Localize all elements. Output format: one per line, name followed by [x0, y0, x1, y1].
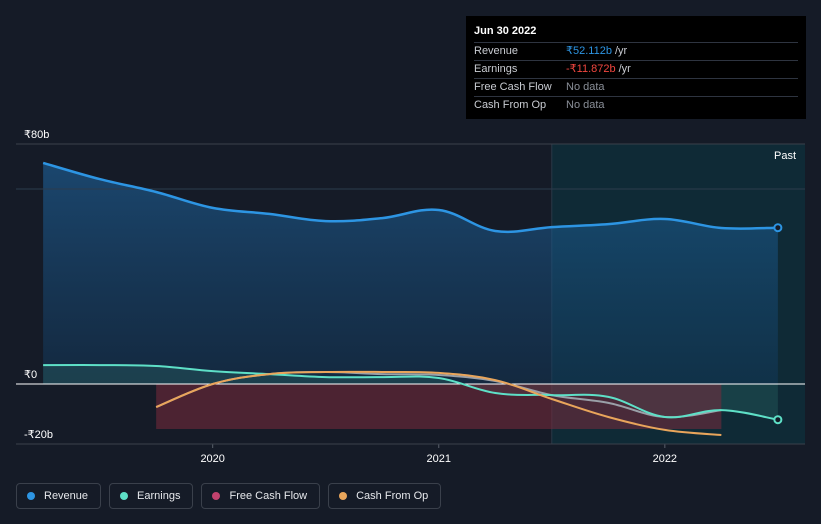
tooltip-date: Jun 30 2022 — [474, 25, 537, 37]
y-tick-label: ₹80b — [24, 129, 50, 141]
tooltip-label: Earnings — [474, 63, 518, 75]
revenue-end-marker — [773, 223, 783, 233]
cash-from-op-line — [155, 370, 722, 436]
revenue-area — [43, 162, 778, 384]
tooltip-unit: /yr — [614, 45, 628, 57]
tooltip-label: Cash From Op — [474, 99, 547, 111]
x-tick-label: 2021 — [427, 453, 451, 465]
legend-label: Free Cash Flow — [229, 490, 308, 502]
tooltip-row-free-cash-flow: Free Cash Flow No data — [474, 78, 798, 96]
earnings-line — [43, 364, 779, 421]
earnings-area — [43, 365, 778, 420]
revenue-line — [42, 161, 778, 234]
past-region-label: Past — [774, 150, 797, 162]
x-tick-label: 2020 — [200, 453, 224, 465]
y-tick-label: ₹0 — [24, 369, 38, 381]
legend-earnings[interactable]: Earnings — [109, 483, 194, 509]
tooltip-label: Revenue — [474, 45, 519, 57]
tooltip-label: Free Cash Flow — [474, 81, 552, 93]
legend-dot-icon — [27, 492, 35, 500]
legend-dot-icon — [120, 492, 129, 500]
tooltip-value: ₹52.112b — [566, 45, 612, 57]
tooltip-row-cash-from-op: Cash From Op No data — [474, 96, 798, 114]
legend-label: Revenue — [44, 490, 89, 502]
tooltip-value: -₹11.872b — [566, 63, 616, 75]
tooltip-row-earnings: Earnings -₹11.872b /yr — [474, 60, 798, 78]
legend-cash-from-op[interactable]: Cash From Op — [328, 483, 442, 509]
legend-label: Earnings — [137, 490, 181, 502]
y-tick-label: -₹20b — [24, 429, 54, 441]
tooltip-value: No data — [566, 81, 605, 93]
earnings-end-marker — [773, 415, 783, 425]
tooltip-value: No data — [566, 99, 605, 111]
data-tooltip: Jun 30 2022 Revenue ₹52.112b /yr Earning… — [466, 16, 806, 119]
tooltip-unit: /yr — [618, 63, 631, 75]
legend-dot-icon — [339, 492, 348, 500]
legend-revenue[interactable]: Revenue — [16, 483, 102, 509]
tooltip-row-revenue: Revenue ₹52.112b /yr — [474, 42, 798, 60]
legend-dot-icon — [212, 492, 221, 500]
legend-free-cash-flow[interactable]: Free Cash Flow — [201, 483, 321, 509]
chart-legend: Revenue Earnings Free Cash Flow Cash Fro… — [16, 483, 442, 509]
legend-label: Cash From Op — [356, 490, 429, 502]
x-tick-label: 2022 — [653, 453, 677, 465]
